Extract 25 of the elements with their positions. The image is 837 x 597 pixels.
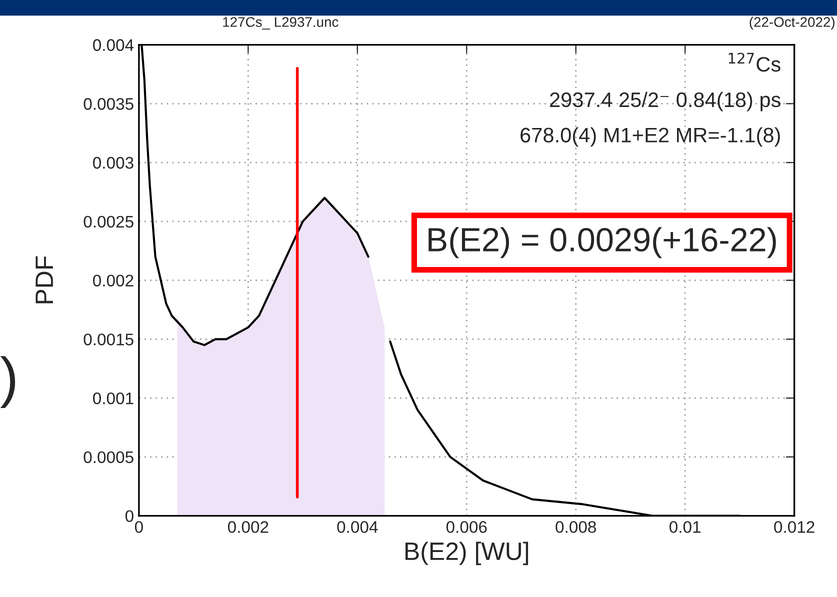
x-tick-label: 0.01 [670,521,700,533]
y-tick-label: 0.0025 [84,216,134,228]
y-tick-label: 0.0035 [84,98,134,110]
chart-subtitle: (22-Oct-2022) [750,16,834,30]
y-tick-label: 0.003 [93,156,134,169]
x-tick-label: 0.008 [556,521,596,533]
annotation: 678.0(4) M1+E2 MR=-1.1(8) [520,127,780,147]
y-tick-label: 0.002 [93,274,134,286]
y-tick-label: 0.0015 [84,334,134,346]
annotation: $^{127}$Cs [728,52,780,72]
x-tick-label: 0.004 [337,521,378,533]
y-tick-label: 0 [125,510,134,522]
y-tick-label: 0.0005 [84,451,134,464]
y-tick-label: 0.004 [93,39,134,51]
text: ) [0,356,16,408]
annotation: 2937.4 25/2⁻ 0.84(18) ps [550,92,780,112]
x-tick-label: 0.002 [228,521,268,533]
y-tick-label: 0.001 [93,392,134,404]
x-axis-title: B(E2) [WU] [405,542,528,566]
x-tick-label: 0.006 [446,521,487,533]
x-tick-label: 0.012 [774,521,814,533]
annotation: B(E2) = 0.0029(+16-22) [428,227,776,258]
y-axis-title: PDF [36,256,53,304]
chart-title: 127Cs_ L2937.unc [223,17,338,30]
x-tick-label: 0 [134,521,143,533]
